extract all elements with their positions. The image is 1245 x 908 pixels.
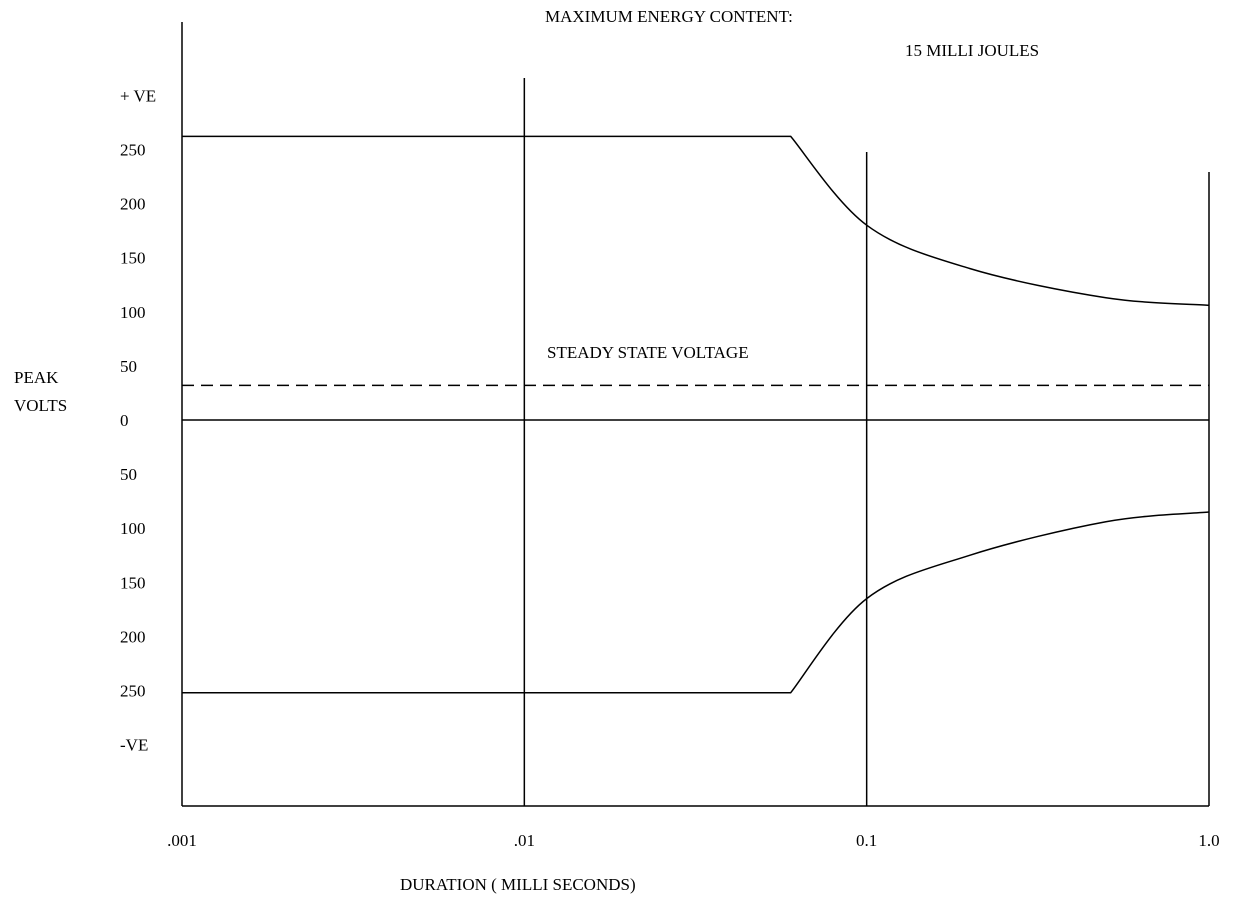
x-tick-label: .01 bbox=[514, 831, 535, 850]
y-tick-label: 150 bbox=[120, 573, 146, 592]
labels: MAXIMUM ENERGY CONTENT: 15 MILLI JOULES … bbox=[14, 7, 1039, 894]
y-tick-label: 50 bbox=[120, 465, 137, 484]
y-axis-label-line1: PEAK bbox=[14, 368, 59, 387]
vertical-gridlines bbox=[523, 78, 1210, 806]
y-tick-label: -VE bbox=[120, 736, 148, 755]
axes bbox=[181, 22, 1209, 807]
negative-limit-curve bbox=[182, 511, 1210, 694]
x-axis-label: DURATION ( MILLI SECONDS) bbox=[400, 875, 636, 894]
y-tick-labels: + VE 250 200 150 100 50 0 50 100 150 200 250 -VE bbox=[120, 86, 156, 754]
x-tick-label: 1.0 bbox=[1198, 831, 1219, 850]
y-tick-label: 100 bbox=[120, 303, 146, 322]
x-tick-label: 0.1 bbox=[856, 831, 877, 850]
y-tick-label: 200 bbox=[120, 195, 146, 214]
x-tick-labels: .001 .01 0.1 1.0 bbox=[167, 831, 1220, 850]
series-group bbox=[182, 135, 1210, 694]
y-tick-label: 0 bbox=[120, 411, 129, 430]
y-tick-label: 50 bbox=[120, 357, 137, 376]
chart-title-line2: 15 MILLI JOULES bbox=[905, 41, 1039, 60]
steady-state-label: STEADY STATE VOLTAGE bbox=[547, 343, 749, 362]
chart-title-line1: MAXIMUM ENERGY CONTENT: bbox=[545, 7, 793, 26]
y-tick-label: 250 bbox=[120, 682, 146, 701]
y-tick-label: 200 bbox=[120, 627, 146, 646]
positive-limit-curve bbox=[182, 135, 1210, 307]
y-axis-label-line2: VOLTS bbox=[14, 396, 67, 415]
x-tick-label: .001 bbox=[167, 831, 197, 850]
y-tick-label: 250 bbox=[120, 140, 146, 159]
y-tick-label: + VE bbox=[120, 86, 156, 105]
y-tick-label: 100 bbox=[120, 519, 146, 538]
y-tick-label: 150 bbox=[120, 249, 146, 268]
